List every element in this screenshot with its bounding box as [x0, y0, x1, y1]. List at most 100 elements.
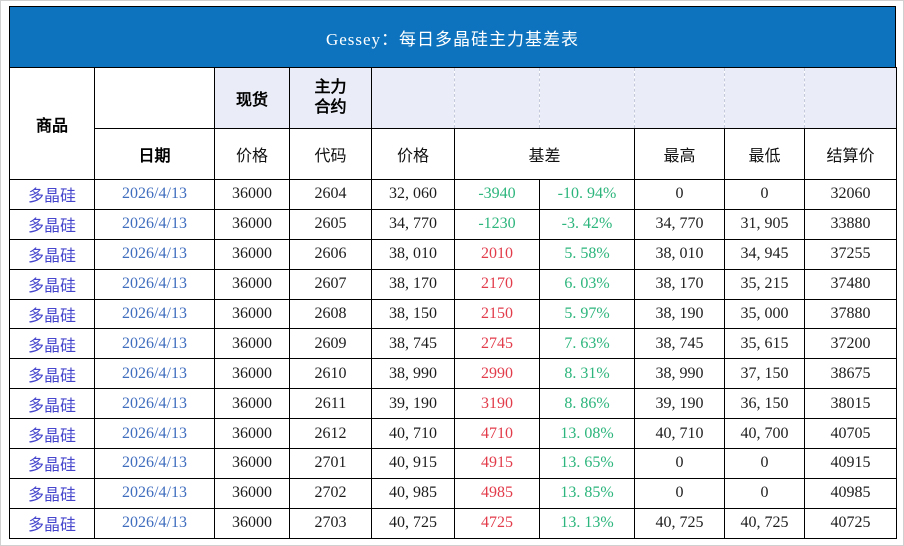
cell-contract-code: 2607 [289, 268, 372, 300]
cell-futures-price: 38, 010 [371, 238, 455, 270]
cell-basis: 4710 [454, 418, 540, 450]
cell-low: 36, 150 [724, 388, 805, 420]
cell-commodity: 多晶硅 [9, 448, 95, 479]
cell-low: 0 [724, 477, 805, 509]
cell-spot-price: 36000 [214, 179, 290, 210]
cell-spot-price: 36000 [214, 208, 290, 240]
table-row: 多晶硅 2026/4/13 36000 2702 40, 985 4985 13. 85% 0… [9, 477, 897, 509]
cell-low: 0 [724, 448, 805, 479]
cell-low: 0 [724, 179, 805, 210]
cell-basis: 4725 [454, 507, 540, 539]
cell-futures-price: 40, 725 [371, 507, 455, 539]
cell-spot-price: 36000 [214, 477, 290, 509]
col-header-high: 最高 [634, 128, 725, 180]
cell-basis: 4985 [454, 477, 540, 509]
header-blank-above-price [371, 67, 455, 129]
cell-spot-price: 36000 [214, 298, 290, 330]
cell-settlement: 40915 [804, 448, 897, 479]
cell-commodity: 多晶硅 [9, 477, 95, 509]
header-blank-above-high [634, 67, 725, 129]
cell-low: 35, 000 [724, 298, 805, 330]
cell-commodity: 多晶硅 [9, 328, 95, 360]
cell-commodity: 多晶硅 [9, 208, 95, 240]
cell-low: 35, 215 [724, 268, 805, 300]
cell-spot-price: 36000 [214, 418, 290, 450]
cell-basis-percent: 8. 31% [539, 358, 635, 390]
table-row: 多晶硅 2026/4/13 36000 2703 40, 725 4725 13. 13% 4… [9, 507, 897, 539]
cell-futures-price: 40, 985 [371, 477, 455, 509]
cell-basis-percent: -10. 94% [539, 179, 635, 210]
header-blank-above-low [724, 67, 805, 129]
main-contract-label: 主力 合约 [314, 79, 347, 116]
cell-basis: 3190 [454, 388, 540, 420]
cell-high: 40, 710 [634, 418, 725, 450]
cell-spot-price: 36000 [214, 328, 290, 360]
cell-contract-code: 2703 [289, 507, 372, 539]
cell-commodity: 多晶硅 [9, 358, 95, 390]
table-row: 多晶硅 2026/4/13 36000 2607 38, 170 2170 6. 03% 38… [9, 268, 897, 300]
cell-settlement: 37880 [804, 298, 897, 330]
col-header-basis: 基差 [454, 128, 635, 180]
cell-basis: 2150 [454, 298, 540, 330]
cell-contract-code: 2604 [289, 179, 372, 210]
cell-basis-percent: 13. 08% [539, 418, 635, 450]
cell-basis: 2745 [454, 328, 540, 360]
table-row: 多晶硅 2026/4/13 36000 2608 38, 150 2150 5. 97% 38… [9, 298, 897, 330]
cell-date: 2026/4/13 [94, 208, 215, 240]
cell-high: 38, 010 [634, 238, 725, 270]
cell-futures-price: 34, 770 [371, 208, 455, 240]
cell-basis-percent: 13. 85% [539, 477, 635, 509]
col-header-price: 价格 [371, 128, 455, 180]
cell-high: 39, 190 [634, 388, 725, 420]
cell-settlement: 32060 [804, 179, 897, 210]
cell-settlement: 40985 [804, 477, 897, 509]
cell-high: 38, 190 [634, 298, 725, 330]
cell-spot-price: 36000 [214, 448, 290, 479]
cell-spot-price: 36000 [214, 268, 290, 300]
table-row: 多晶硅 2026/4/13 36000 2610 38, 990 2990 8. 31% 38… [9, 358, 897, 390]
cell-commodity: 多晶硅 [9, 268, 95, 300]
cell-date: 2026/4/13 [94, 477, 215, 509]
cell-spot-price: 36000 [214, 238, 290, 270]
cell-settlement: 37200 [804, 328, 897, 360]
cell-basis-percent: 13. 13% [539, 507, 635, 539]
cell-futures-price: 38, 745 [371, 328, 455, 360]
cell-settlement: 40705 [804, 418, 897, 450]
table-row: 多晶硅 2026/4/13 36000 2604 32, 060 -3940 -10. 94… [9, 179, 897, 210]
table-row: 多晶硅 2026/4/13 36000 2605 34, 770 -1230 -3. 42%… [9, 208, 897, 240]
cell-settlement: 38015 [804, 388, 897, 420]
cell-date: 2026/4/13 [94, 238, 215, 270]
col-header-spot-price: 价格 [214, 128, 290, 180]
cell-date: 2026/4/13 [94, 298, 215, 330]
table-row: 多晶硅 2026/4/13 36000 2609 38, 745 2745 7. 63% 38… [9, 328, 897, 360]
table-body: 多晶硅 2026/4/13 36000 2604 32, 060 -3940 -10. 94… [9, 179, 897, 539]
col-header-commodity: 商品 [9, 67, 95, 180]
cell-futures-price: 38, 150 [371, 298, 455, 330]
cell-commodity: 多晶硅 [9, 238, 95, 270]
cell-date: 2026/4/13 [94, 418, 215, 450]
cell-high: 38, 990 [634, 358, 725, 390]
cell-basis: 2170 [454, 268, 540, 300]
cell-commodity: 多晶硅 [9, 507, 95, 539]
cell-commodity: 多晶硅 [9, 298, 95, 330]
cell-settlement: 33880 [804, 208, 897, 240]
cell-settlement: 40725 [804, 507, 897, 539]
cell-settlement: 37480 [804, 268, 897, 300]
cell-date: 2026/4/13 [94, 268, 215, 300]
cell-futures-price: 38, 990 [371, 358, 455, 390]
cell-date: 2026/4/13 [94, 448, 215, 479]
cell-date: 2026/4/13 [94, 358, 215, 390]
cell-basis-percent: -3. 42% [539, 208, 635, 240]
cell-spot-price: 36000 [214, 388, 290, 420]
cell-basis: 4915 [454, 448, 540, 479]
cell-basis-percent: 8. 86% [539, 388, 635, 420]
basis-table-panel: Gessey：每日多晶硅主力基差表 商品 现货 主力 合约 [9, 6, 897, 539]
cell-high: 0 [634, 477, 725, 509]
cell-basis-percent: 6. 03% [539, 268, 635, 300]
table-row: 多晶硅 2026/4/13 36000 2701 40, 915 4915 13. 65% 0… [9, 448, 897, 479]
cell-commodity: 多晶硅 [9, 418, 95, 450]
cell-date: 2026/4/13 [94, 328, 215, 360]
cell-spot-price: 36000 [214, 507, 290, 539]
header-blank-above-date [94, 67, 215, 129]
cell-basis: 2990 [454, 358, 540, 390]
